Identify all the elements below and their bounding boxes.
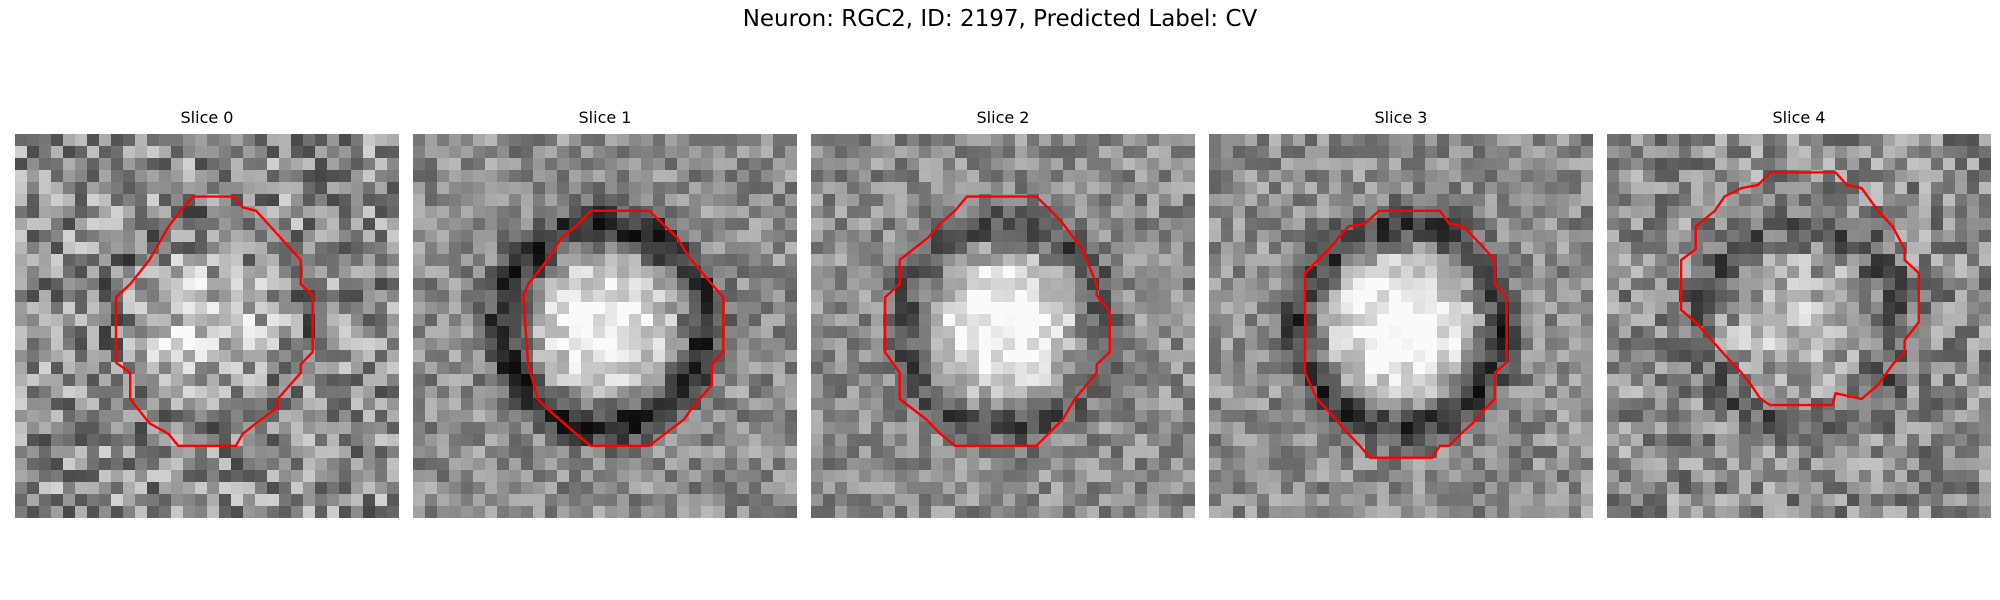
slice-image: [413, 134, 797, 518]
panel-title: Slice 3: [1374, 108, 1428, 127]
slice-image: [15, 134, 399, 518]
panel-title: Slice 1: [578, 108, 632, 127]
roi-outline: [1303, 209, 1508, 459]
roi-outline: [1679, 171, 1920, 407]
pixel-grid: [1607, 134, 1991, 518]
slice-image: [1209, 134, 1593, 518]
pixel-grid: [15, 134, 399, 518]
panel-title: Slice 2: [976, 108, 1030, 127]
roi-outline: [114, 195, 314, 447]
pixel-grid: [811, 134, 1195, 518]
roi-outline: [883, 195, 1111, 447]
pixel-grid: [413, 134, 797, 518]
slice-image: [811, 134, 1195, 518]
slice-image: [1607, 134, 1991, 518]
panel-title: Slice 4: [1772, 108, 1826, 127]
roi-outline: [521, 209, 725, 447]
panel-title: Slice 0: [180, 108, 234, 127]
figure-title: Neuron: RGC2, ID: 2197, Predicted Label:…: [742, 6, 1258, 32]
pixel-grid: [1209, 134, 1593, 518]
